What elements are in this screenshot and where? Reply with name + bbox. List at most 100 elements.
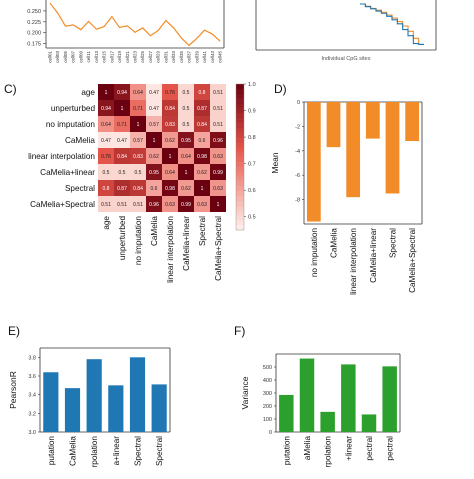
colorbar-segment (236, 147, 244, 153)
heatmap-cell (194, 84, 210, 100)
colorbar-segment (236, 88, 244, 95)
heatmap-cell (114, 148, 130, 164)
x-tick-label: cell41 (202, 51, 207, 63)
row-label: CaMelia (65, 136, 95, 145)
bar (326, 102, 341, 148)
colorbar-segment (236, 205, 244, 212)
heatmap-cell (114, 116, 130, 132)
y-tick-label: 0 (297, 100, 300, 106)
x-tick-label: pectral (365, 436, 374, 461)
colorbar-segment (236, 132, 244, 139)
heatmap-cell (162, 132, 178, 148)
heatmap-cell (178, 148, 194, 164)
cell-value: 0.51 (213, 122, 223, 128)
panel-d-bar-chart: 0 -2 -4 -6 -8 no imputation CaMelia linear inte… (268, 78, 474, 320)
heatmap-cell (210, 180, 226, 196)
cell-value: 0.5 (119, 170, 126, 176)
cell-value: 0.51 (117, 202, 127, 208)
heatmap-cell (114, 164, 130, 180)
colorbar-tick-label: 0.6 (248, 188, 256, 194)
y-tick-label: 0.200 (27, 31, 41, 37)
heatmap-cell (178, 180, 194, 196)
x-tick-label: CaMelia (330, 228, 339, 258)
cell-value: 0.63 (213, 154, 223, 160)
x-tick-label: CaMelia (69, 436, 78, 466)
x-tick-label: cell33 (171, 51, 176, 63)
colorbar-segment (236, 225, 244, 231)
bar (299, 358, 315, 432)
colorbar-segment (236, 161, 244, 168)
heatmap-cell (114, 180, 130, 196)
bar (86, 359, 102, 432)
column-label: CaMelia+Spectral (214, 216, 223, 281)
x-tick-label: rpolation (324, 436, 333, 468)
cell-value: 1 (137, 122, 140, 128)
cell-value: 0.5 (183, 122, 190, 128)
x-tick-label: cell39 (194, 51, 199, 63)
heatmap-cell (98, 100, 114, 116)
data-point (157, 30, 159, 31)
heatmap-cell (146, 84, 162, 100)
x-tick-label: cell11 (86, 51, 91, 63)
panel-c-heatmap: 1 0.94 0.64 0.47 0.76 0.5 0.8 0.51 0.94 1 0.71 0.47… (0, 78, 262, 320)
series-blue-line (360, 3, 424, 46)
bar (129, 357, 146, 432)
x-tick-label: cell17 (109, 51, 114, 63)
x-tick-label: cell25 (140, 51, 145, 63)
data-point (204, 29, 205, 31)
heatmap-cell (194, 164, 210, 180)
cell-value: 0.8 (199, 90, 206, 96)
x-tick-label: cell21 (125, 51, 130, 63)
heatmap-cell (178, 132, 194, 148)
data-point (173, 27, 174, 29)
colorbar-segment (236, 157, 244, 163)
colorbar-tick-label: 0.5 (248, 215, 256, 221)
cell-value: 0.51 (213, 90, 223, 96)
cell-value: 0.64 (133, 90, 143, 96)
cell-value: 0.64 (101, 122, 111, 128)
data-point (219, 40, 221, 42)
y-tick-label: 500 (263, 365, 272, 371)
heatmap-cell (194, 116, 210, 132)
y-tick-label: 300 (263, 391, 272, 397)
heatmap-cell (146, 100, 162, 116)
heatmap-cell (146, 196, 162, 212)
cell-value: 0.84 (197, 122, 207, 128)
bar (341, 364, 356, 432)
heatmap-cell (146, 180, 162, 196)
colorbar-segment (236, 127, 244, 134)
colorbar-tick-label: 0.9 (248, 109, 256, 115)
bar (279, 394, 294, 432)
x-tick-label: a+linear (112, 436, 121, 466)
cell-value: 0.47 (149, 106, 159, 112)
bar (361, 414, 377, 432)
data-point (181, 37, 182, 39)
x-tick-label: cell27 (148, 51, 153, 63)
cell-value: 0.51 (101, 202, 111, 208)
y-tick-label: 3.4 (28, 393, 36, 399)
heatmap-cell (146, 132, 162, 148)
cell-value: 0.84 (133, 186, 143, 192)
cell-value: 0.87 (117, 186, 127, 192)
cell-value: 0.47 (117, 138, 127, 144)
y-axis-label: PearsonR (8, 371, 18, 409)
x-tick-label: cell37 (187, 51, 192, 63)
bar (385, 102, 400, 194)
y-tick-label: 0.225 (27, 20, 41, 26)
data-point (134, 31, 136, 33)
cell-value: 0.5 (135, 170, 142, 176)
heatmap-cell (98, 84, 114, 100)
column-label: no imputation (134, 216, 143, 266)
panel-d-svg: 0 -2 -4 -6 -8 no imputation CaMelia linear inte… (270, 100, 423, 295)
y-axis-label: Mean (270, 152, 280, 174)
heatmap-cell (210, 132, 226, 148)
column-label: linear interpolation (166, 216, 175, 283)
x-tick-label: CaMelia+Spectral (408, 228, 417, 293)
bar (382, 366, 397, 432)
colorbar-segment (236, 191, 244, 197)
heatmap-cell (98, 132, 114, 148)
data-point (49, 2, 51, 4)
heatmap-cell (130, 164, 146, 180)
bar (151, 384, 167, 432)
cell-value: 0.64 (181, 154, 191, 160)
